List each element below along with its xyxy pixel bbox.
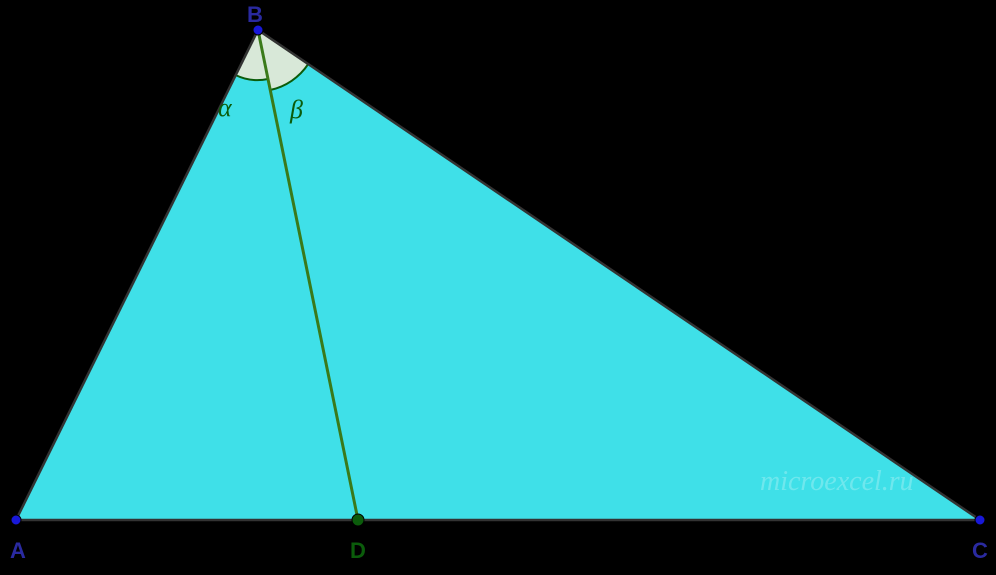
angle-label-beta: β (289, 95, 303, 124)
triangle-diagram: microexcel.ru A B C D α β (0, 0, 996, 575)
triangle-fill (16, 30, 980, 520)
label-C: C (972, 538, 988, 563)
watermark: microexcel.ru (760, 466, 914, 497)
point-A (11, 515, 21, 525)
label-A: A (10, 538, 26, 563)
label-B: B (247, 2, 263, 27)
point-D (352, 514, 364, 526)
angle-label-alpha: α (218, 93, 233, 122)
label-D: D (350, 538, 366, 563)
point-C (975, 515, 985, 525)
